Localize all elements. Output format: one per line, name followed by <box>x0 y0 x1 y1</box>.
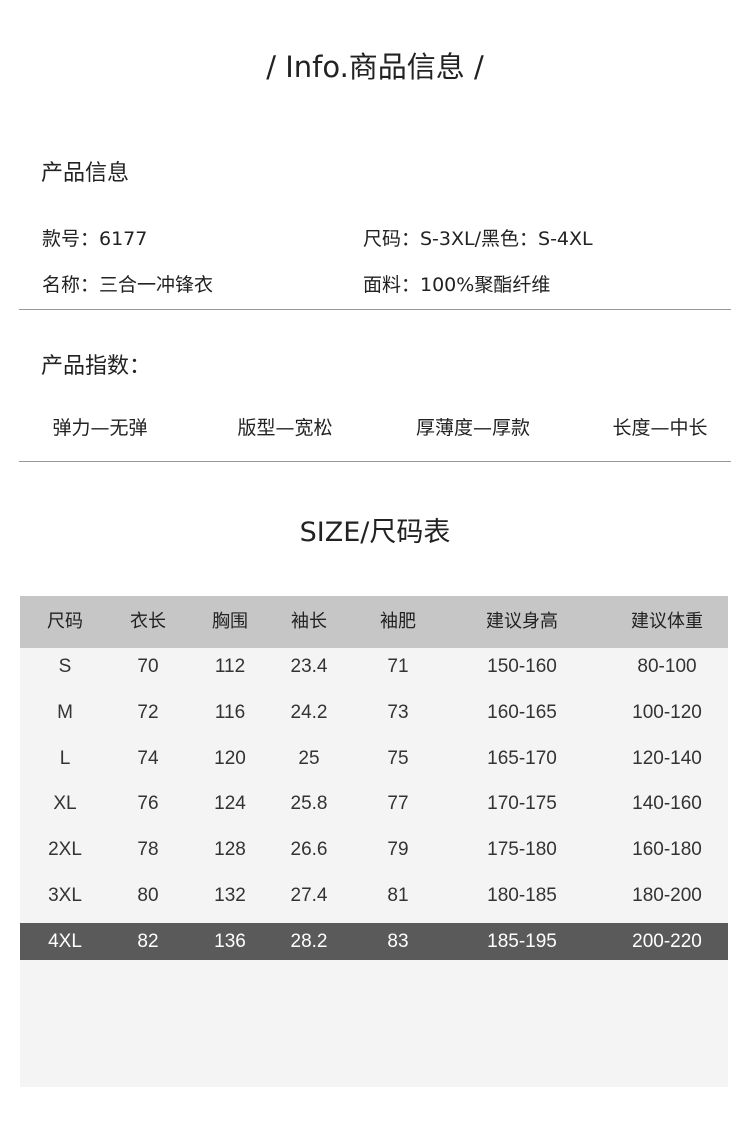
cell-weight: 180-200 <box>632 885 702 906</box>
cell-length: 76 <box>137 793 159 815</box>
product-index-heading: 产品指数： <box>41 354 152 379</box>
cell-sleeve-length: 28.2 <box>290 931 328 952</box>
cell-sleeve-length: 25 <box>298 747 320 769</box>
table-header: 尺码 衣长 胸围 袖长 袖肥 建议身高 建议体重 <box>20 596 728 648</box>
cell-height: 180-185 <box>487 885 557 906</box>
cell-weight: 140-160 <box>632 793 702 815</box>
header-weight: 建议体重 <box>631 611 703 632</box>
header-size: 尺码 <box>47 611 83 632</box>
cell-chest: 116 <box>214 701 246 723</box>
cell-sleeve-width: 77 <box>387 793 409 815</box>
cell-weight: 80-100 <box>637 656 697 677</box>
size-chart-title: SIZE/尺码表 <box>299 517 451 548</box>
cell-height: 185-195 <box>487 931 557 952</box>
cell-sleeve-length: 23.4 <box>290 656 328 677</box>
cell-sleeve-width: 71 <box>387 656 409 677</box>
table-row: 2XL 78 128 26.6 79 175-180 160-180 <box>20 831 728 868</box>
cell-sleeve-width: 83 <box>387 931 409 952</box>
table-row: M 72 116 24.2 73 160-165 100-120 <box>20 694 728 731</box>
cell-weight: 160-180 <box>632 839 702 861</box>
table-row: 3XL 80 132 27.4 81 180-185 180-200 <box>20 877 728 914</box>
cell-sleeve-length: 25.8 <box>290 793 328 815</box>
cell-weight: 120-140 <box>632 747 702 769</box>
divider <box>19 309 731 310</box>
index-fit: 版型—宽松 <box>237 417 333 439</box>
cell-length: 72 <box>137 701 159 723</box>
cell-size: S <box>58 656 72 677</box>
cell-height: 150-160 <box>487 656 557 677</box>
divider <box>19 461 731 462</box>
header-sleeve-width: 袖肥 <box>380 611 416 632</box>
table-row: S 70 112 23.4 71 150-160 80-100 <box>20 648 728 685</box>
cell-chest: 136 <box>214 931 246 952</box>
cell-size: 3XL <box>48 885 82 906</box>
cell-weight: 200-220 <box>632 931 702 952</box>
cell-length: 78 <box>137 839 159 861</box>
product-name: 名称：三合一冲锋衣 <box>42 274 214 296</box>
cell-sleeve-length: 27.4 <box>290 885 328 906</box>
size-table: 尺码 衣长 胸围 袖长 袖肥 建议身高 建议体重 S 70 112 23.4 71 150-160 80… <box>20 596 728 1087</box>
cell-sleeve-width: 79 <box>387 839 409 861</box>
cell-chest: 124 <box>214 793 246 815</box>
header-length: 衣长 <box>130 611 166 632</box>
cell-sleeve-length: 24.2 <box>290 701 328 723</box>
cell-chest: 120 <box>214 747 246 769</box>
cell-chest: 112 <box>214 656 246 677</box>
header-sleeve-length: 袖长 <box>291 611 327 632</box>
header-chest: 胸围 <box>212 611 248 632</box>
table-row: 4XL 82 136 28.2 83 185-195 200-220 <box>20 923 728 960</box>
cell-length: 70 <box>137 656 159 677</box>
cell-length: 82 <box>137 931 159 952</box>
index-length: 长度—中长 <box>612 417 708 439</box>
cell-size: L <box>59 747 71 769</box>
cell-size: 2XL <box>48 839 82 861</box>
cell-sleeve-length: 26.6 <box>290 839 328 861</box>
index-elasticity: 弹力—无弹 <box>52 417 148 439</box>
index-thickness: 厚薄度—厚款 <box>415 417 531 439</box>
cell-sleeve-width: 73 <box>387 701 409 723</box>
cell-chest: 128 <box>214 839 246 861</box>
size-range: 尺码：S-3XL/黑色：S-4XL <box>363 228 593 250</box>
cell-height: 165-170 <box>487 747 557 769</box>
product-info-heading: 产品信息 <box>41 161 130 186</box>
header-height: 建议身高 <box>486 611 558 632</box>
cell-height: 160-165 <box>487 701 557 723</box>
cell-size: 4XL <box>48 931 82 952</box>
cell-chest: 132 <box>214 885 246 906</box>
cell-length: 74 <box>137 747 159 769</box>
cell-size: M <box>57 701 73 723</box>
table-row: L 74 120 25 75 165-170 120-140 <box>20 740 728 777</box>
cell-height: 175-180 <box>487 839 557 861</box>
cell-length: 80 <box>137 885 159 906</box>
cell-sleeve-width: 75 <box>387 747 409 769</box>
cell-sleeve-width: 81 <box>387 885 409 906</box>
cell-height: 170-175 <box>487 793 557 815</box>
fabric: 面料：100%聚酯纤维 <box>363 274 551 296</box>
cell-weight: 100-120 <box>632 701 702 723</box>
table-row: XL 76 124 25.8 77 170-175 140-160 <box>20 785 728 822</box>
cell-size: XL <box>53 793 77 815</box>
style-number: 款号：6177 <box>42 228 148 250</box>
page-title: / Info.商品信息 / <box>266 50 484 84</box>
